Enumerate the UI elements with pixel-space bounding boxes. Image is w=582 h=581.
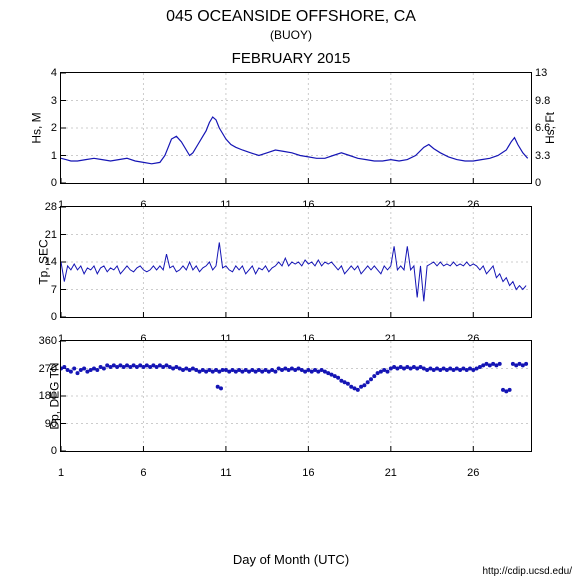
chart-panel-0: Hs, M01234Hs, Ft03.36.69.8131611162126 [60,72,532,184]
y-ticks: 01234 [33,73,57,183]
y-ticks: 090180270360 [33,341,57,451]
y-ticks-right: 03.36.69.813 [535,73,561,183]
chart-panel-2: Dp, DEG TN0901802703601611162126 [60,340,532,452]
page-subtitle: (BUOY) [0,28,582,42]
chart-container: 045 OCEANSIDE OFFSHORE, CA (BUOY) FEBRUA… [0,0,582,581]
x-axis-label: Day of Month (UTC) [0,552,582,567]
chart-svg [61,73,531,183]
month-title: FEBRUARY 2015 [0,50,582,67]
charts-region: Hs, M01234Hs, Ft03.36.69.8131611162126 Tp… [60,72,530,474]
y-ticks: 07142128 [33,207,57,317]
chart-svg [61,341,531,451]
page-title: 045 OCEANSIDE OFFSHORE, CA [0,0,582,26]
chart-panel-1: Tp, SEC071421281611162126 [60,206,532,318]
footer-url: http://cdip.ucsd.edu/ [482,566,572,577]
chart-svg [61,207,531,317]
